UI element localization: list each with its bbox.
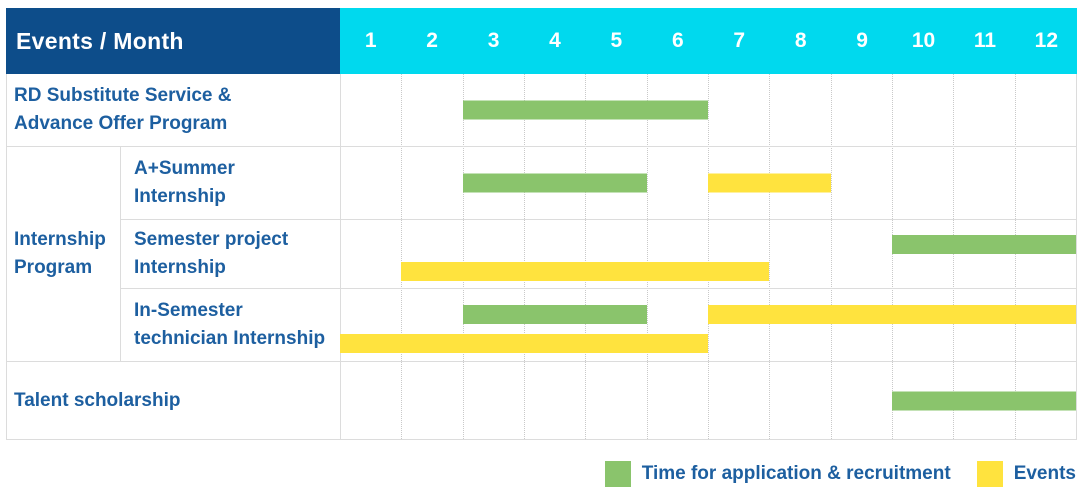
month-column-divider bbox=[648, 74, 709, 439]
month-header-strip: 1 2 3 4 5 6 7 8 9 10 11 12 bbox=[340, 8, 1077, 74]
group-label-line: Internship bbox=[14, 229, 106, 250]
bar-track-a-plus-summer-internship bbox=[340, 147, 1076, 220]
row-label-line: Semester project bbox=[134, 229, 289, 250]
bar-track-rd-substitute-service bbox=[340, 74, 1076, 147]
row-label-line: Advance Offer Program bbox=[14, 113, 228, 134]
month-header-10: 10 bbox=[911, 29, 936, 52]
month-header-4: 4 bbox=[549, 29, 561, 52]
chart-legend: Time for application & recruitment Event… bbox=[604, 461, 1076, 487]
row-label-in-semester-technician-internship: In-Semester technician Internship bbox=[120, 289, 340, 362]
month-column-divider bbox=[832, 74, 893, 439]
row-label-line: RD Substitute Service & bbox=[14, 85, 232, 106]
month-header-8: 8 bbox=[794, 29, 807, 52]
month-header-2: 2 bbox=[426, 29, 438, 52]
gantt-table: Events / Month 1 2 3 4 5 6 7 8 9 10 11 1… bbox=[6, 8, 1077, 440]
row-label-line: A+Summer bbox=[134, 158, 235, 179]
month-header-9: 9 bbox=[856, 29, 868, 52]
legend-swatch-events-icon bbox=[976, 461, 1003, 487]
month-header-6: 6 bbox=[671, 29, 684, 52]
gantt-bar-yellow bbox=[708, 304, 1076, 324]
gantt-bar-green bbox=[462, 100, 708, 120]
row-label-a-plus-summer-internship: A+Summer Internship bbox=[120, 147, 340, 220]
month-column-divider bbox=[893, 74, 955, 439]
events-month-header: Events / Month bbox=[6, 8, 340, 74]
legend-label-application-recruitment: Time for application & recruitment bbox=[641, 463, 951, 484]
row-label-semester-project-internship: Semester project Internship bbox=[120, 220, 340, 289]
month-column-divider bbox=[525, 74, 587, 439]
legend-swatch-application-recruitment-icon bbox=[604, 461, 631, 487]
header-title: Events / Month bbox=[16, 27, 184, 54]
legend-item-application-recruitment: Time for application & recruitment bbox=[604, 461, 951, 487]
group-label-internship-program: Internship Program bbox=[7, 147, 120, 362]
group-label-line: Program bbox=[14, 257, 93, 278]
gantt-bar-green bbox=[462, 304, 647, 324]
month-header-5: 5 bbox=[610, 29, 623, 52]
month-header-1: 1 bbox=[364, 29, 377, 52]
month-column-divider bbox=[341, 74, 403, 439]
gantt-bar-green bbox=[462, 173, 647, 193]
month-header-12: 12 bbox=[1034, 29, 1059, 52]
row-label-rd-substitute-service: RD Substitute Service & Advance Offer Pr… bbox=[7, 74, 340, 147]
month-column-divider bbox=[770, 74, 832, 439]
month-header-11: 11 bbox=[973, 29, 997, 52]
row-label-line: technician Internship bbox=[134, 328, 326, 349]
row-label-line: In-Semester bbox=[134, 300, 243, 321]
month-column-divider bbox=[402, 74, 464, 439]
row-label-talent-scholarship: Talent scholarship bbox=[7, 362, 340, 439]
month-grid-lines bbox=[340, 74, 1076, 439]
month-column-divider bbox=[709, 74, 771, 439]
header-row: Events / Month 1 2 3 4 5 6 7 8 9 10 11 1… bbox=[6, 8, 1077, 74]
month-header-7: 7 bbox=[733, 29, 746, 52]
bar-track-talent-scholarship bbox=[340, 362, 1076, 439]
month-column-divider bbox=[586, 74, 648, 439]
legend-label-events: Events bbox=[1013, 463, 1076, 484]
gantt-bar-green bbox=[892, 234, 1076, 254]
gantt-bar-yellow bbox=[708, 173, 831, 193]
gantt-body: RD Substitute Service & Advance Offer Pr… bbox=[6, 74, 1077, 440]
month-column-divider bbox=[954, 74, 1016, 439]
month-column-divider bbox=[464, 74, 525, 439]
row-label-line: Internship bbox=[134, 186, 226, 207]
gantt-bar-green bbox=[892, 391, 1076, 410]
row-label-line: Talent scholarship bbox=[14, 389, 181, 411]
gantt-bar-yellow bbox=[340, 333, 708, 353]
legend-item-events: Events bbox=[976, 461, 1076, 487]
month-header-3: 3 bbox=[487, 29, 500, 52]
gantt-bar-yellow bbox=[401, 262, 770, 282]
bar-track-semester-project-internship bbox=[340, 220, 1076, 289]
row-label-line: Internship bbox=[134, 257, 226, 278]
bar-track-in-semester-technician-internship bbox=[340, 289, 1076, 362]
